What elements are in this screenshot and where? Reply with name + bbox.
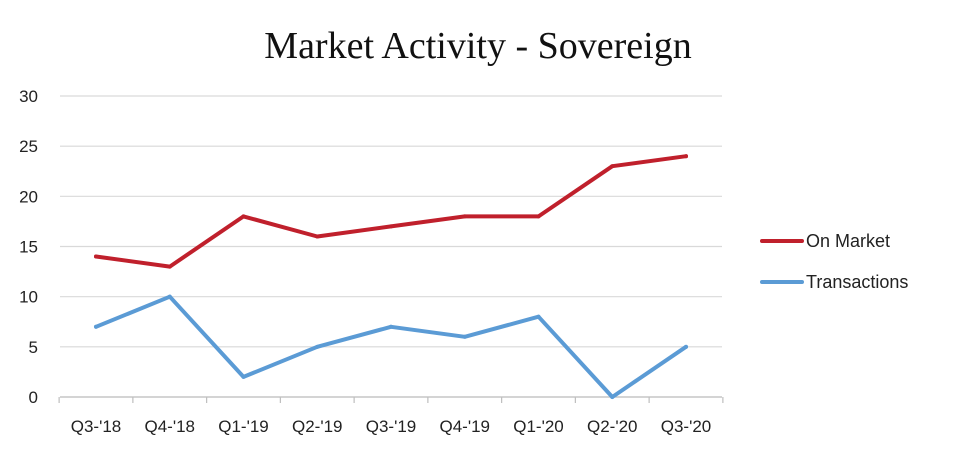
series-line-on-market xyxy=(94,154,688,269)
x-tick-label: Q2-'20 xyxy=(587,417,638,436)
y-tick-label: 10 xyxy=(19,288,38,307)
axes: 0 5 10 15 20 25 30 Q3-'18 Q4-'18 Q1-'19 Q2-'19 Q3-'… xyxy=(19,87,724,436)
x-tick-label: Q3-'20 xyxy=(661,417,712,436)
x-tick-label: Q2-'19 xyxy=(292,417,343,436)
data-point xyxy=(462,334,467,339)
data-point xyxy=(536,314,541,319)
data-point xyxy=(94,324,98,329)
legend: On Market Transactions xyxy=(760,231,908,292)
data-point xyxy=(610,164,615,169)
x-tick-label: Q3-'18 xyxy=(71,417,122,436)
data-point xyxy=(315,234,320,239)
legend-label: On Market xyxy=(806,231,890,251)
data-point xyxy=(684,344,688,349)
data-point xyxy=(94,254,98,259)
x-tick-label: Q3-'19 xyxy=(366,417,417,436)
y-tick-label: 25 xyxy=(19,137,38,156)
x-tick-label: Q1-'20 xyxy=(513,417,564,436)
data-point xyxy=(536,214,541,219)
x-tick-label: Q4-'18 xyxy=(145,417,196,436)
y-tick-label: 30 xyxy=(19,87,38,106)
data-point xyxy=(389,324,393,329)
data-point xyxy=(389,224,393,229)
data-point xyxy=(462,214,467,219)
data-point xyxy=(167,264,172,269)
data-point xyxy=(167,294,172,299)
x-tick-label: Q4-'19 xyxy=(440,417,491,436)
data-point xyxy=(684,154,688,159)
y-tick-label: 0 xyxy=(29,388,38,407)
legend-label: Transactions xyxy=(806,272,908,292)
y-tick-label: 5 xyxy=(29,338,38,357)
gridlines xyxy=(60,95,722,398)
series-lines xyxy=(94,154,688,399)
data-point xyxy=(315,344,320,349)
data-point xyxy=(610,395,615,399)
y-tick-label: 15 xyxy=(19,238,38,257)
data-point xyxy=(241,374,246,379)
y-tick-label: 20 xyxy=(19,187,38,206)
data-point xyxy=(241,214,246,219)
x-tick-label: Q1-'19 xyxy=(218,417,269,436)
chart-title: Market Activity - Sovereign xyxy=(264,25,691,67)
